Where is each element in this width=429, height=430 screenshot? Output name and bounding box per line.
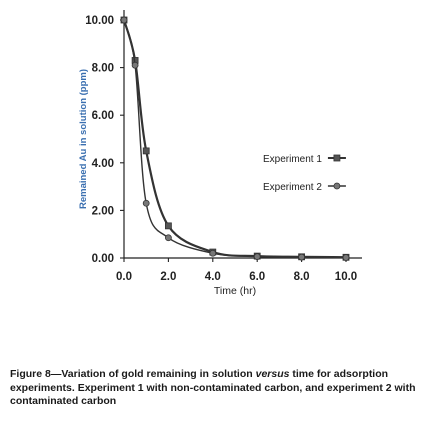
x-tick-label: 4.0 <box>205 271 221 283</box>
caption-italic: versus <box>255 368 290 380</box>
axes <box>123 10 362 259</box>
y-tick-label: 4.00 <box>92 158 114 170</box>
figure-caption: Figure 8—Variation of gold remaining in … <box>10 368 420 409</box>
series-2-point <box>342 254 350 261</box>
series-1-point <box>142 147 150 155</box>
series-line-2 <box>123 19 347 259</box>
x-tick-label: 10.0 <box>335 271 357 283</box>
y-tick-label: 0.00 <box>92 253 114 265</box>
gold-adsorption-chart: 0.00 2.00 4.00 6.00 8.00 10.00 0.0 2.0 4.0 6.0 8.0… <box>78 10 362 297</box>
legend-label-2: Experiment 2 <box>263 182 322 193</box>
series-layer <box>120 16 350 261</box>
x-axis-title: Time (hr) <box>214 285 256 297</box>
series-2-point <box>120 16 128 24</box>
y-tick-label: 8.00 <box>92 63 114 75</box>
y-axis-title: Remained Au in solution (ppm) <box>78 69 89 209</box>
series-2-point <box>142 199 150 207</box>
caption-label: Figure 8 <box>10 368 51 380</box>
legend-marker-2 <box>333 182 341 190</box>
y-tick-label: 10.00 <box>85 15 114 27</box>
y-tick-label: 2.00 <box>92 205 114 217</box>
caption-text-a: —Variation of gold remaining in solution <box>50 368 256 380</box>
x-tick-label: 6.0 <box>249 271 265 283</box>
series-1-point <box>164 222 172 230</box>
ticks: 0.00 2.00 4.00 6.00 8.00 10.00 0.0 2.0 4.0 6.0 8.0… <box>85 15 357 283</box>
series-2-point <box>253 253 261 260</box>
x-tick-label: 2.0 <box>160 271 176 283</box>
series-2-point <box>164 234 172 242</box>
caption-text-b: time for adsorption experiments. Experim… <box>10 368 416 407</box>
x-tick-label: 8.0 <box>294 271 310 283</box>
y-tick-label: 6.00 <box>92 110 114 122</box>
series-line-1 <box>122 19 347 259</box>
series-2-point <box>131 61 139 69</box>
x-tick-label: 0.0 <box>116 271 132 283</box>
series-2-point <box>209 249 217 257</box>
series-2-point <box>298 253 306 261</box>
legend: Experiment 1 Experiment 2 <box>263 154 346 193</box>
legend-marker-1 <box>333 154 341 162</box>
legend-label-1: Experiment 1 <box>263 154 322 165</box>
